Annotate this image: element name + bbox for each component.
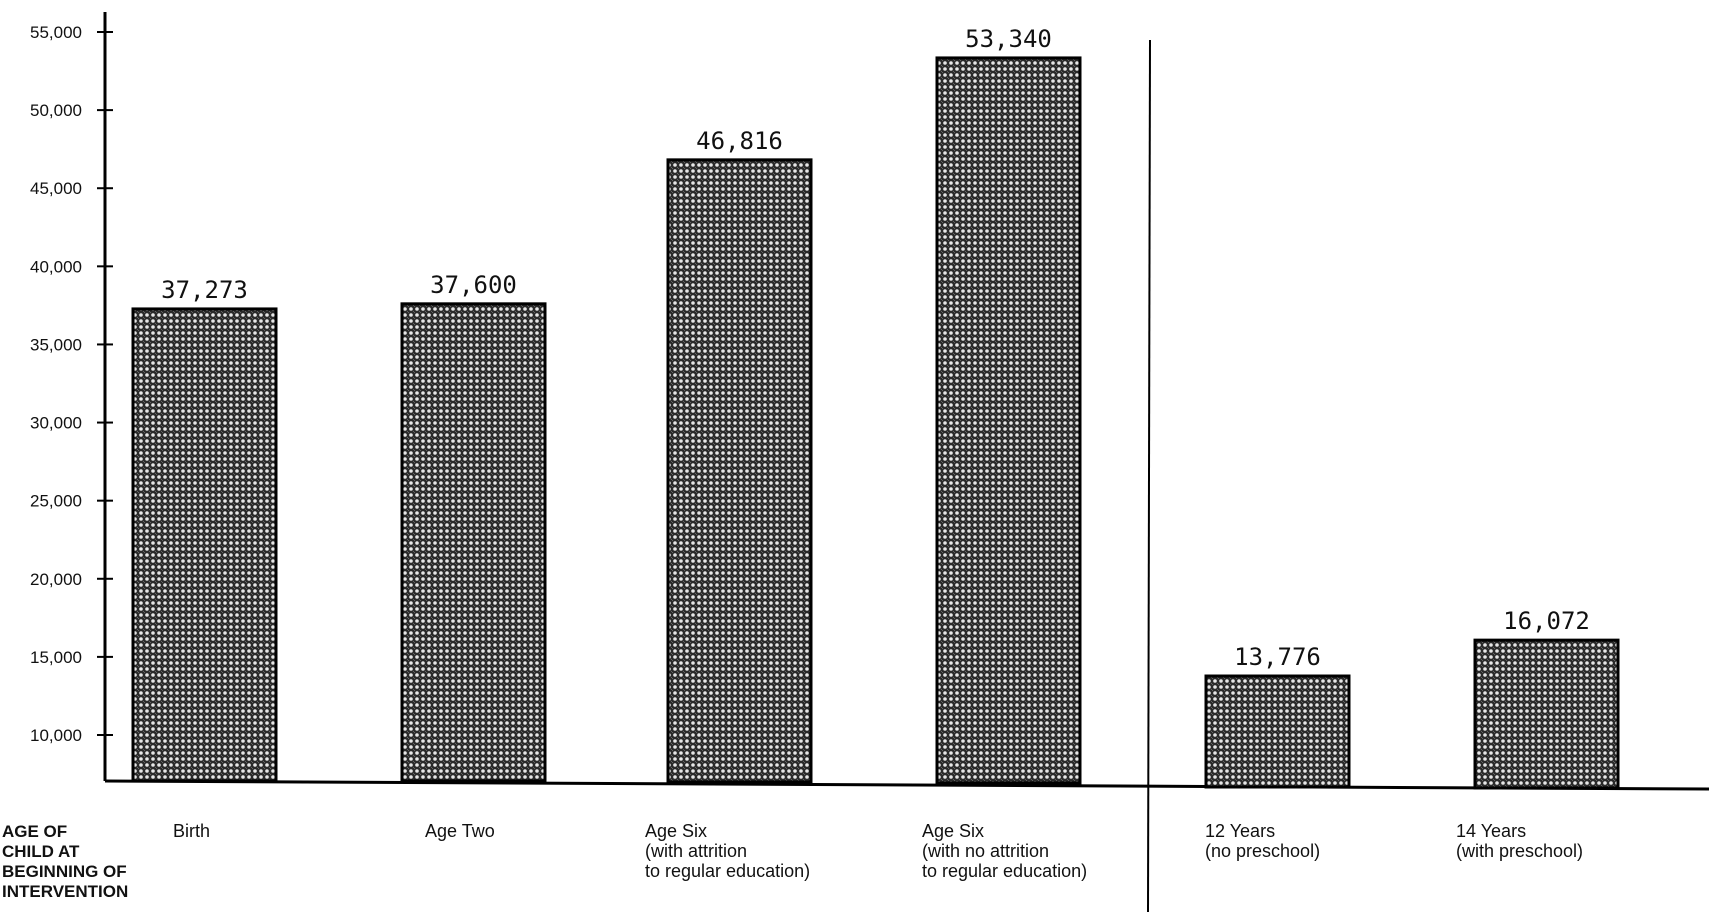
bar [666, 158, 813, 784]
section-divider-line [1147, 39, 1151, 912]
x-axis-line [104, 779, 1709, 791]
category-label: Birth [173, 821, 210, 841]
y-tick-label: 20,000 [30, 570, 82, 589]
bar [131, 307, 278, 783]
y-tick-label: 50,000 [30, 101, 82, 120]
bar-value-label: 37,273 [161, 276, 248, 304]
bars [131, 56, 1620, 790]
axes [103, 12, 1709, 912]
category-label: to regular education) [922, 861, 1087, 881]
category-label: (with preschool) [1456, 841, 1583, 861]
x-axis-title-line: AGE OF [2, 822, 67, 841]
category-label: Age Six [645, 821, 707, 841]
bar-value-label: 53,340 [965, 25, 1052, 53]
y-tick-label: 25,000 [30, 492, 82, 511]
category-label: Age Two [425, 821, 495, 841]
value-labels: 37,273 37,600 46,816 53,340 13,776 16,072 [161, 25, 1590, 671]
x-axis-title-line: INTERVENTION [2, 882, 128, 901]
category-label: (with attrition [645, 841, 747, 861]
category-label: Age Six [922, 821, 984, 841]
y-tick-label: 40,000 [30, 257, 82, 276]
bar [1204, 674, 1351, 789]
bar-value-label: 13,776 [1234, 643, 1321, 671]
category-label: (with no attrition [922, 841, 1049, 861]
x-axis-title-line: CHILD AT [2, 842, 80, 861]
y-tick-label: 45,000 [30, 179, 82, 198]
category-label: (no preschool) [1205, 841, 1320, 861]
bar-value-label: 16,072 [1503, 607, 1590, 635]
category-label: to regular education) [645, 861, 810, 881]
bar [1473, 638, 1620, 790]
y-tick-label: 30,000 [30, 414, 82, 433]
bar-value-label: 37,600 [430, 271, 517, 299]
bar [935, 56, 1082, 785]
category-label: 12 Years [1205, 821, 1275, 841]
bar [400, 302, 547, 783]
y-tick-label: 15,000 [30, 648, 82, 667]
y-tick-label: 10,000 [30, 726, 82, 745]
y-ticks: 10,000 15,000 20,000 25,000 30,000 35,000 40,0… [30, 23, 113, 745]
bar-value-label: 46,816 [696, 127, 783, 155]
category-label: 14 Years [1456, 821, 1526, 841]
y-tick-label: 55,000 [30, 23, 82, 42]
x-axis-title-line: BEGINNING OF [2, 862, 127, 881]
y-tick-label: 35,000 [30, 335, 82, 354]
